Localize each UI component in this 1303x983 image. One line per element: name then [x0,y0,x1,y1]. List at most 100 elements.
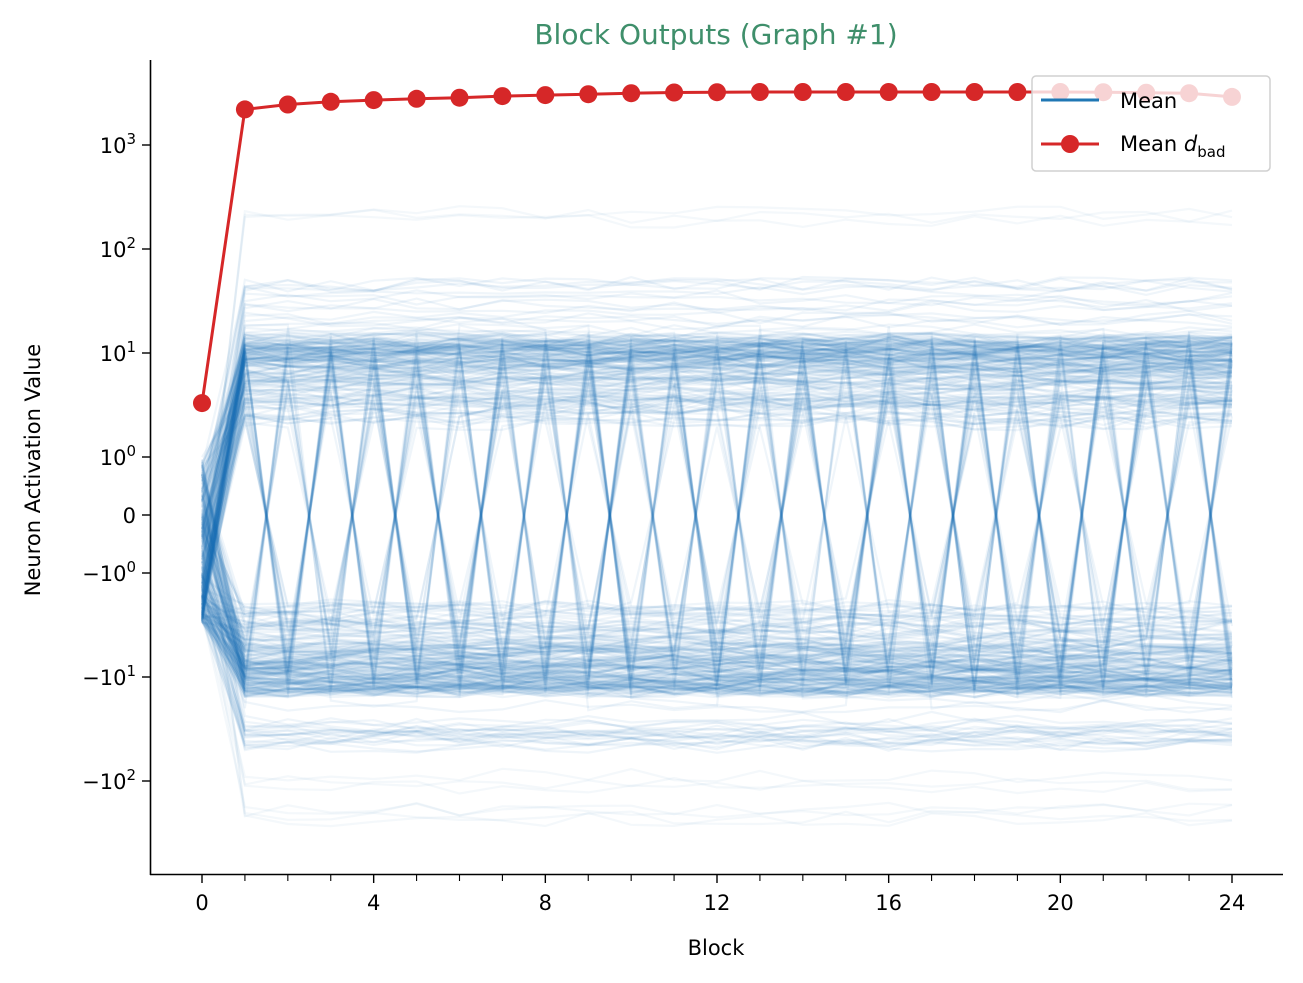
neuron-trace [200,360,1233,671]
neuron-trace [200,342,1233,687]
neuron-trace [201,331,1233,698]
y-tick-label: 100 [100,442,136,470]
neuron-trace [201,607,1233,690]
neuron-trace [200,363,1233,665]
neuron-trace [200,393,1233,638]
neuron-trace [200,326,1233,540]
mean-dbad-marker [622,84,641,103]
neuron-trace [200,351,1233,606]
neuron-trace [201,620,1233,635]
neuron-trace [200,361,1233,669]
neuron-trace [200,337,1233,694]
neuron-trace [200,315,1233,592]
neuron-trace [200,338,1233,691]
y-axis-ticks: 103 102 101 100 0 −100 −101 −102 [82,130,150,794]
y-tick-label: −100 [82,558,136,586]
neuron-trace [200,392,1233,583]
neuron-trace [200,342,1234,682]
neuron-trace [200,349,1233,558]
neuron-trace [200,277,1233,469]
neuron-trace [200,337,1233,694]
neuron-trace [200,368,1234,662]
neuron-trace [200,341,1233,533]
neuron-traces [200,205,1234,828]
neuron-trace [201,594,1233,616]
neuron-trace [200,526,1233,657]
neuron-trace [200,361,1233,666]
neuron-trace [200,339,1233,610]
neuron-trace [201,522,1233,615]
neuron-trace [200,337,1233,613]
neuron-trace [200,380,1233,650]
neuron-trace [201,354,1233,676]
neuron-trace [200,205,1233,577]
neuron-trace [200,369,1233,662]
neuron-trace [200,339,1233,526]
neuron-trace [200,355,1233,676]
neuron-trace [200,345,1233,684]
chart-title: Block Outputs (Graph #1) [534,18,897,51]
neuron-trace [200,488,1233,737]
neuron-trace [200,413,1234,618]
neuron-trace [200,415,1233,612]
mean-dbad-marker [407,89,426,108]
neuron-trace [200,323,1233,707]
neuron-trace [200,343,1233,687]
neuron-trace [200,352,1233,678]
neuron-trace [200,405,1233,624]
neuron-trace [200,334,1234,696]
neuron-trace [201,352,1233,675]
neuron-trace [200,369,1233,579]
neuron-trace [200,353,1233,543]
neuron-trace [201,385,1233,643]
neuron-trace [201,614,1233,683]
neuron-trace [200,349,1233,558]
neuron-trace [200,357,1233,622]
neuron-trace [200,323,1233,708]
neuron-trace [201,399,1233,631]
neuron-trace [201,353,1233,680]
neuron-trace [200,344,1233,686]
mean-dbad-marker [235,100,254,119]
neuron-trace [200,359,1233,672]
neuron-trace [201,360,1233,671]
neuron-trace [200,342,1233,590]
neuron-trace [201,616,1233,699]
neuron-trace [200,372,1233,486]
neuron-trace [200,332,1233,698]
neuron-trace [200,336,1233,550]
axes-spines [149,60,1283,876]
neuron-trace [200,309,1233,620]
neuron-trace [200,350,1232,672]
neuron-trace [200,348,1232,682]
neuron-trace [200,340,1233,690]
neuron-trace [200,550,1233,732]
neuron-trace [201,372,1233,659]
neuron-trace [200,332,1234,698]
neuron-trace [200,356,1233,547]
neuron-trace [200,334,1234,697]
neuron-trace [200,371,1233,588]
mean-dbad-marker [793,83,812,101]
neuron-trace [200,346,1233,684]
neuron-trace [200,332,1233,600]
neuron-trace [200,332,1233,699]
neuron-trace [201,357,1233,674]
neuron-trace [200,374,1233,654]
neuron-trace [200,355,1233,477]
neuron-trace [201,603,1233,661]
neuron-trace [200,332,1233,509]
neuron-trace [201,381,1234,649]
y-axis-label: Neuron Activation Value [21,344,45,596]
mean-dbad-marker [750,83,769,101]
neuron-trace [200,343,1233,572]
neuron-trace [200,366,1233,663]
neuron-trace [200,337,1233,690]
neuron-trace [200,405,1233,625]
neuron-trace [200,397,1233,501]
neuron-trace [200,407,1233,615]
neuron-trace [200,335,1233,696]
neuron-trace [200,347,1233,684]
neuron-trace [200,361,1233,668]
